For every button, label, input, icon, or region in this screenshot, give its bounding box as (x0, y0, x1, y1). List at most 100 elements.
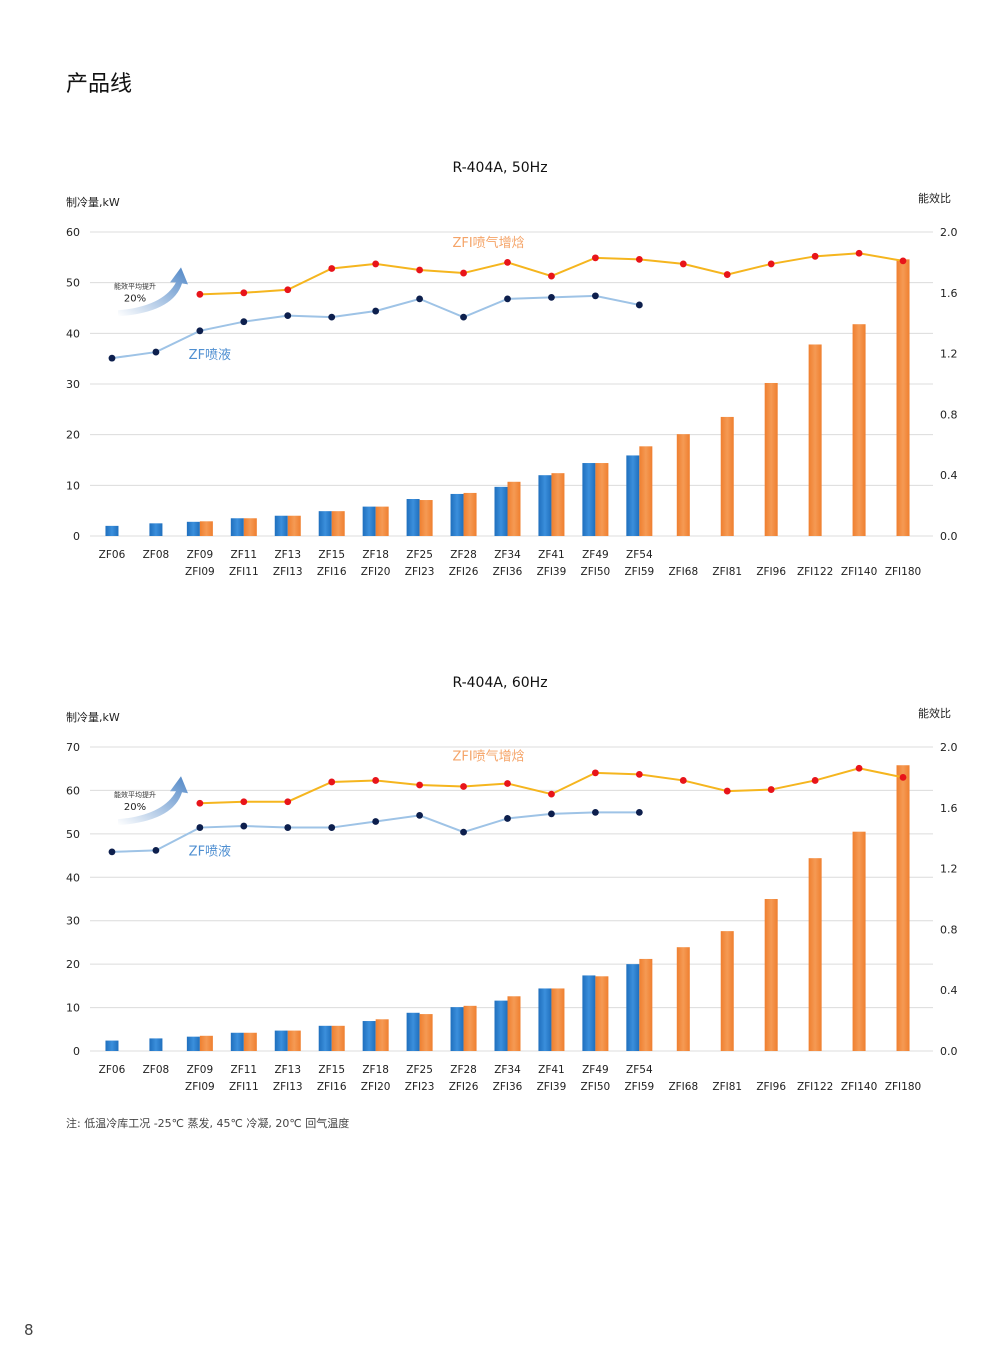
chart2-bar-zfi (676, 947, 690, 1051)
chart2-bar-zfi (287, 1030, 301, 1051)
chart2-xtick-zfi: ZFI180 (885, 1081, 921, 1093)
chart2-xtick-zfi: ZFI140 (841, 1081, 877, 1093)
chart2-ylabel-left: 制冷量,kW (66, 711, 120, 724)
chart2-xtick-zfi: ZFI59 (624, 1081, 654, 1093)
chart2-ytick-right: 2.0 (940, 741, 958, 754)
chart1-zfi-point (196, 290, 204, 298)
chart1-zf-point (196, 327, 204, 335)
chart2-ytick-left: 40 (66, 871, 80, 884)
chart1-ytick-right: 1.2 (940, 348, 958, 361)
chart1-ytick-right: 0.4 (940, 469, 958, 482)
chart1-xtick-zfi: ZFI96 (756, 566, 786, 578)
chart1-xtick-zf: ZF13 (274, 549, 301, 561)
chart2-xtick-zfi: ZFI16 (317, 1081, 347, 1093)
chart1-xtick-zfi: ZFI13 (273, 566, 303, 578)
chart1-xtick-zfi: ZFI26 (449, 566, 479, 578)
chart1-bar-zfi (331, 511, 345, 536)
chart1-zfi-point (679, 260, 687, 268)
chart1-zf-point (328, 313, 336, 321)
chart1-bar-zf (362, 506, 376, 536)
chart2-ytick-left: 10 (66, 1002, 80, 1015)
chart1-ytick-left: 40 (66, 327, 80, 340)
chart1-zfi-point (460, 269, 467, 277)
chart2-bar-zf (105, 1040, 119, 1051)
chart1-zf-point (416, 295, 424, 303)
chart1-bar-zf (450, 493, 464, 536)
chart1-zf-point (504, 295, 511, 303)
chart2-xtick-zfi: ZFI81 (712, 1081, 742, 1093)
chart2-bar-zf (406, 1012, 420, 1051)
chart2-bar-zfi (595, 976, 609, 1051)
chart2-xtick-zf: ZF13 (274, 1064, 301, 1076)
chart2-bar-zfi (507, 996, 521, 1051)
chart1-zf-point (108, 354, 116, 362)
chart1-xtick-zf: ZF06 (99, 549, 126, 561)
chart2-xtick-zf: ZF28 (450, 1064, 477, 1076)
chart2-xtick-zf: ZF18 (362, 1064, 389, 1076)
chart1-zfi-point (635, 255, 643, 263)
chart2-zfi-point (811, 777, 819, 784)
chart1-zfi-point (328, 265, 336, 272)
chart1-bar-zf (186, 521, 200, 536)
chart2-zf-point (635, 808, 643, 816)
chart2-zfi-point (460, 783, 467, 790)
chart1-bar-zfi (896, 259, 910, 536)
chart2-efficiency-arrow-icon (118, 776, 188, 826)
chart1-ytick-left: 60 (66, 226, 80, 239)
chart2-bar-zfi (764, 899, 778, 1051)
page-number: 8 (24, 1321, 34, 1339)
chart2-ytick-left: 30 (66, 915, 80, 928)
chart2-bar-zf (582, 975, 596, 1051)
chart1-bar-zfi (808, 344, 822, 536)
chart1-ytick-right: 2.0 (940, 226, 958, 239)
chart2-bar-zf (626, 964, 640, 1051)
chart2-bar-zf (450, 1007, 464, 1051)
chart1-zf-point (372, 307, 380, 315)
chart1-zfi-point (372, 260, 380, 268)
chart1-xtick-zf: ZF25 (406, 549, 433, 561)
chart2-zfi-point (240, 798, 248, 806)
chart1-zf-point (635, 301, 643, 309)
chart1-ytick-left: 30 (66, 378, 80, 391)
chart2-ytick-left: 70 (66, 741, 80, 754)
chart1-bar-zfi (551, 473, 565, 536)
chart1-ytick-left: 0 (73, 530, 80, 543)
chart2-ytick-right: 1.6 (940, 802, 958, 815)
chart1-zf-point (591, 292, 599, 300)
chart2-xtick-zfi: ZFI122 (797, 1081, 833, 1093)
chart1-xtick-zfi: ZFI16 (317, 566, 347, 578)
chart1-ytick-right: 1.6 (940, 287, 958, 300)
chart2-bar-zf (318, 1025, 332, 1051)
chart1-label-zf: ZF喷液 (189, 348, 231, 363)
chart2-xtick-zfi: ZFI13 (273, 1081, 303, 1093)
chart2-zf-point (240, 822, 248, 830)
chart2-bar-zfi (639, 958, 653, 1051)
chart2-zfi-point (416, 781, 424, 789)
chart1-efficiency-arrow-icon (118, 267, 188, 317)
chart1-zf-point (548, 293, 555, 301)
chart2-bar-zf (274, 1030, 288, 1051)
chart2-bar-zf (230, 1032, 244, 1051)
chart2-xtick-zfi: ZFI68 (668, 1081, 698, 1093)
chart2-zfi-point (284, 798, 292, 806)
chart2-xtick-zf: ZF34 (494, 1064, 521, 1076)
chart2-xtick-zfi: ZFI36 (493, 1081, 523, 1093)
chart1-zfi-point (811, 252, 819, 260)
chart2-xtick-zf: ZF11 (231, 1064, 258, 1076)
chart2-zf-point (328, 824, 336, 831)
chart2-zfi-point (548, 790, 555, 798)
chart1-xtick-zfi: ZFI20 (361, 566, 391, 578)
chart2-bar-zfi (551, 988, 565, 1051)
chart2-bar-zfi (331, 1025, 345, 1051)
chart1-ytick-left: 20 (66, 429, 80, 442)
chart1-label-zfi: ZFI喷气增焓 (452, 235, 524, 251)
chart2-label-zfi: ZFI喷气增焓 (452, 749, 524, 765)
chart2-ytick-left: 60 (66, 784, 80, 797)
chart2-zfi-point (899, 774, 907, 781)
chart1-zfi-point (504, 259, 511, 266)
chart1-annotation-text: 能效平均提升 (114, 281, 156, 290)
chart2-zfi-point (635, 770, 643, 778)
chart2-annotation-text: 能效平均提升 (114, 790, 156, 799)
chart2-label-zf: ZF喷液 (189, 845, 231, 860)
chart2-annotation-value: 20% (124, 802, 146, 813)
